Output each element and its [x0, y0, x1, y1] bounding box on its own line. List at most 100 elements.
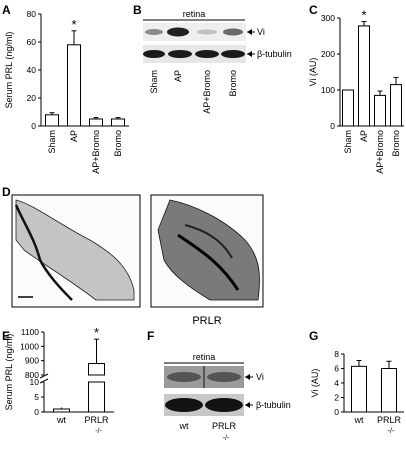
panel-label-g: G [309, 329, 318, 343]
bar [45, 114, 59, 127]
significance-marker: * [94, 325, 99, 340]
y-tick-label: 80 [27, 9, 37, 19]
y-tick-label: 20 [27, 93, 37, 103]
blot-b-tubulin-band-1 [143, 50, 165, 58]
x-tick-label: Bromo [391, 130, 401, 157]
blot-b-vi-band-bromo [223, 28, 243, 36]
x-tick-label: -/- [388, 428, 395, 435]
chart-a: 0 20 40 60 80 Serum PRL (ng/ml) Sham * AP AP+Brom… [4, 9, 129, 174]
histology-prlr-vessel [177, 233, 240, 291]
bar [111, 118, 125, 127]
y-tick-label: 4 [334, 378, 339, 388]
chart-c: 0 100 200 300 Vi (AU) Sham * AP AP+Bromo Bromo [308, 8, 404, 174]
blot-f-lane-prlr: PRLR [212, 421, 237, 431]
blot-f: retina Vi β-tubulin wt PRLR -/- [164, 352, 291, 442]
blot-b-lane-apbromo: AP+Bromo [202, 70, 212, 114]
panel-label-e: E [2, 329, 10, 343]
blot-f-tubulin-arrowhead [245, 402, 250, 408]
panel-label-b: B [133, 3, 142, 17]
x-tick-label: AP+Bromo [375, 130, 385, 174]
bar [67, 44, 81, 127]
blot-b-vi-band-apbromo [197, 29, 217, 35]
y-tick-label: 8 [334, 349, 339, 359]
significance-marker: * [71, 17, 76, 32]
bar [351, 365, 367, 413]
bar [381, 368, 397, 413]
x-tick-label: PRLR [377, 415, 402, 425]
blot-f-vi-arrowhead [245, 374, 250, 380]
histology-prlr-tissue [157, 199, 260, 301]
blot-b-vi-arrowhead [247, 29, 252, 35]
bar [374, 94, 386, 127]
y-axis-label: Vi (AU) [310, 369, 320, 398]
bar [390, 84, 402, 127]
y-tick-label: 0 [334, 407, 339, 417]
y-tick-label: 1100 [21, 327, 40, 337]
histology-wt-vessel [14, 204, 73, 301]
histology-prlr-vessel-2 [184, 224, 233, 259]
y-tick-label: 800 [25, 370, 39, 380]
y-tick-label: 0 [31, 121, 36, 131]
blot-b-tubulin-band-4 [221, 50, 245, 58]
panel-label-f: F [147, 329, 154, 343]
y-tick-label: 5 [34, 392, 39, 402]
blot-b-header: retina [183, 9, 206, 19]
chart-g: 0 2 4 6 8 Vi (AU) wt PRLR -/- [310, 349, 404, 435]
x-tick-label: wt [354, 415, 364, 425]
x-tick-label: -/- [95, 428, 102, 435]
y-tick-label: 900 [25, 356, 39, 366]
blot-f-tubulin-label: β-tubulin [256, 400, 291, 410]
blot-b-lane-sham: Sham [149, 70, 159, 94]
y-tick-label: 40 [27, 65, 37, 75]
blot-b-tubulin-band-3 [195, 50, 219, 58]
blot-f-vi-label: Vi [256, 372, 264, 382]
significance-marker: * [361, 8, 366, 23]
bar [89, 118, 103, 127]
blot-b-vi-label: Vi [257, 27, 265, 37]
y-axis-label: Serum PRL (ng/ml) [4, 334, 14, 411]
y-tick-label: 10 [30, 377, 40, 387]
y-tick-label: 1000 [20, 341, 39, 351]
x-tick-label: Bromo [113, 130, 123, 157]
y-tick-label: 100 [321, 85, 335, 95]
blot-f-vi-band-wt [167, 372, 201, 382]
bar [88, 363, 105, 376]
histology-caption: PRLR [192, 315, 221, 327]
y-tick-label: 2 [334, 393, 339, 403]
y-tick-label: 60 [27, 37, 37, 47]
panel-label-d: D [2, 185, 11, 199]
blot-f-lane-prlr-genotype: -/- [223, 435, 230, 442]
y-tick-label: 6 [334, 364, 339, 374]
x-tick-label: PRLR [84, 415, 109, 425]
blot-b-lane-ap: AP [173, 70, 183, 82]
blot-b-tubulin-arrowhead [247, 51, 252, 57]
y-axis-label: Vi (AU) [308, 58, 318, 87]
blot-b-vi-strip [143, 23, 246, 41]
blot-f-tubulin-band-wt [165, 398, 203, 412]
y-axis-label: Serum PRL (ng/ml) [4, 32, 14, 109]
blot-f-tubulin-band-prlr [205, 398, 243, 412]
y-tick-label: 0 [330, 121, 335, 131]
x-tick-label: AP [359, 130, 369, 142]
x-tick-label: AP [69, 130, 79, 142]
x-tick-label: wt [56, 415, 66, 425]
blot-b-tubulin-strip [143, 45, 246, 63]
blot-b-tubulin-band-2 [168, 50, 192, 58]
y-tick-label: 200 [321, 49, 335, 59]
blot-b-tubulin-label: β-tubulin [257, 49, 292, 59]
x-tick-label: Sham [47, 130, 57, 154]
blot-f-lane-wt: wt [179, 421, 189, 431]
y-tick-label: 0 [34, 407, 39, 417]
y-tick-label: 300 [321, 13, 335, 23]
bar [358, 25, 370, 127]
blot-b-lane-bromo: Bromo [228, 70, 238, 97]
histology-d: PRLR [11, 194, 264, 327]
blot-f-vi-band-prlr [207, 372, 241, 382]
bar [342, 89, 354, 127]
blot-f-header: retina [193, 352, 216, 362]
panel-label-c: C [309, 3, 318, 17]
bar-lower-segment [88, 381, 105, 413]
blot-b-vi-band-ap [167, 27, 189, 37]
